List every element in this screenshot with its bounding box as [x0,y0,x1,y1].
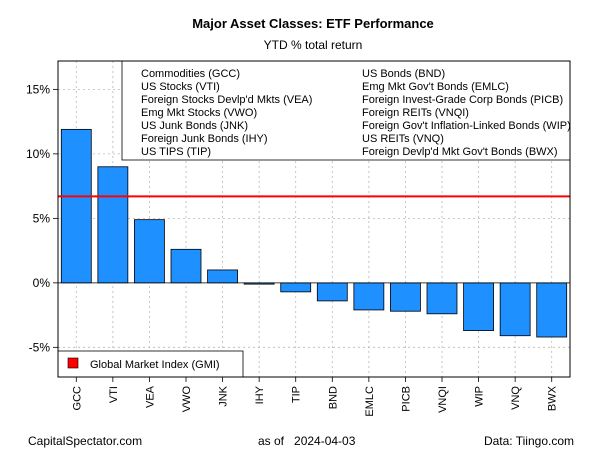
plot-frame [57,60,571,378]
gmi-legend-label: Global Market Index (GMI) [90,359,220,371]
bar-tip [280,282,312,293]
y-tick-label: 5% [33,211,51,225]
chart-subtitle: YTD % total return [264,38,363,52]
bar-bwx [536,282,568,338]
legend-entry: Foreign Stocks Devlp'd Mkts (VEA) [141,94,312,106]
bar-vea [134,219,165,284]
x-tick-label: PICB [400,386,412,412]
bar-vnq [499,282,531,337]
y-tick-label: 10% [26,147,50,161]
legend-entry: Emg Mkt Gov't Bonds (EMLC) [362,81,509,93]
y-tick-label: 15% [26,82,50,96]
legend-entry: US Junk Bonds (JNK) [141,120,248,132]
x-tick-label: EMLC [364,386,376,417]
legend-entry: Foreign Gov't Inflation-Linked Bonds (WI… [362,120,571,132]
x-tick-label: JNK [218,385,230,406]
bar-bnd [316,282,348,302]
y-tick-label: -5% [29,340,51,354]
chart-title: Major Asset Classes: ETF Performance [192,16,434,31]
y-axis: -5% 0% 5% 10% 15% [26,82,58,354]
legend-entry: Emg Mkt Stocks (VWO) [141,107,257,119]
x-tick-label: VNQ [510,386,522,410]
bar-gcc [60,128,92,284]
x-tick-label: VTI [108,386,120,403]
x-tick-label: VWO [181,386,193,413]
legend-entry: US Stocks (VTI) [141,81,220,93]
bar-jnk [207,269,238,284]
bar-vti [97,166,129,284]
legend-entry: Commodities (GCC) [141,68,240,80]
x-tick-label: GCC [71,386,83,411]
legend-entry: Foreign Invest-Grade Corp Bonds (PICB) [362,94,563,106]
bar-vnqi [426,282,458,315]
x-tick-label: WIP [474,386,486,407]
legend-entry: Foreign Devlp'd Mkt Gov't Bonds (BWX) [362,146,558,158]
x-tick-label: VNQI [437,386,449,413]
footer-source-site: CapitalSpectator.com [28,434,142,448]
bars [60,128,568,338]
x-tick-label: VEA [144,385,156,408]
legend-entry: Foreign Junk Bonds (IHY) [141,133,268,145]
legend-entry: US REITs (VNQ) [362,133,444,145]
gmi-legend: Global Market Index (GMI) [57,350,244,378]
legend: Commodities (GCC) US Stocks (VTI) Foreig… [121,60,571,161]
x-tick-label: BWX [547,385,559,411]
legend-entry: Foreign REITs (VNQI) [362,107,469,119]
footer-date: as of 2024-04-03 [258,434,356,448]
bar-wip [463,282,494,331]
x-tick-label: TIP [291,386,303,403]
x-tick-label: BND [327,386,339,409]
gmi-legend-swatch [67,357,79,369]
legend-entry: US TIPS (TIP) [141,146,211,158]
y-tick-label: 0% [33,276,51,290]
x-tick-label: IHY [254,385,266,404]
bar-picb [390,282,421,312]
x-axis: GCC VTI VEA VWO JNK IHY TIP BND EMLC PICB VNQI WIP V… [71,377,559,417]
footer-data-source: Data: Tiingo.com [484,434,574,448]
legend-entry: US Bonds (BND) [362,68,445,80]
bar-vwo [170,248,202,284]
bar-emlc [353,282,385,311]
